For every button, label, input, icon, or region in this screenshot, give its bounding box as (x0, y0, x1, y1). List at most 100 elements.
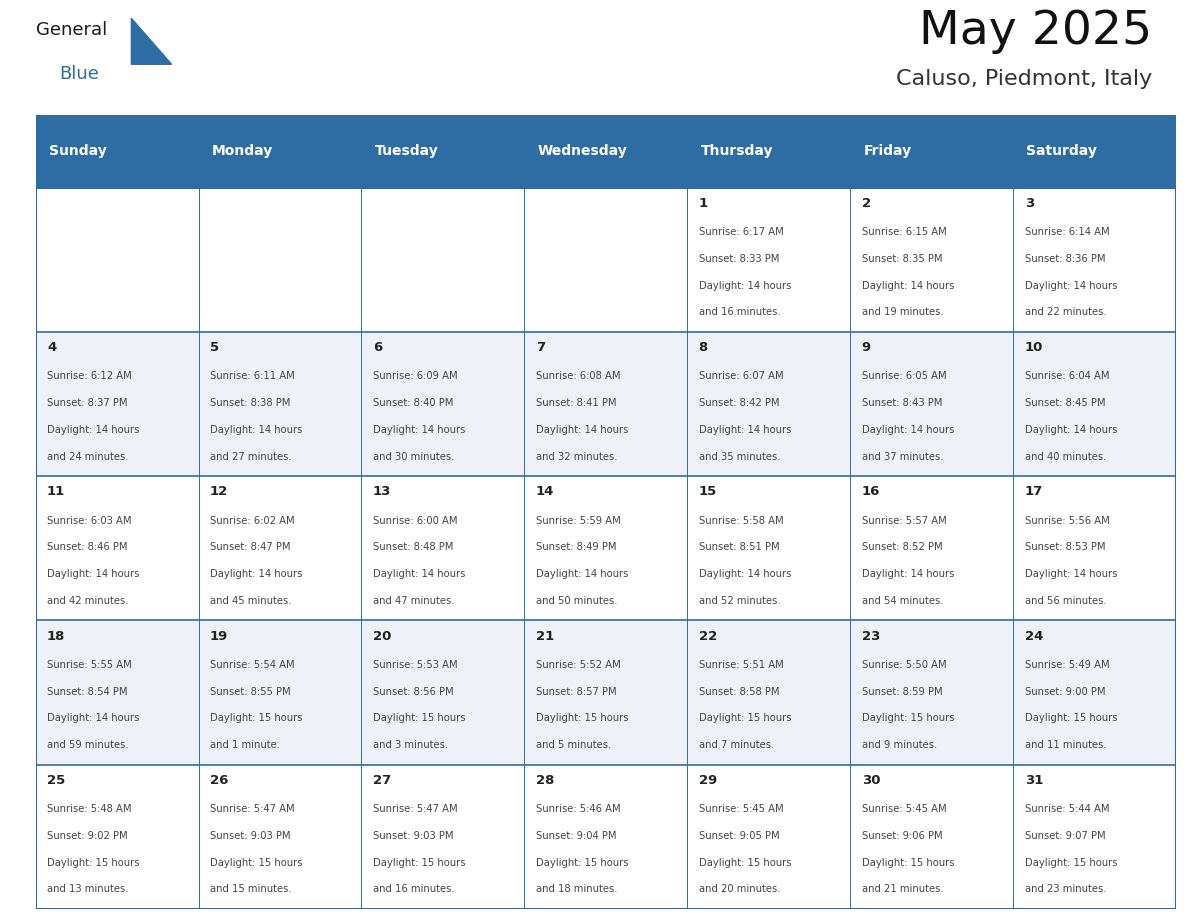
Bar (851, 476, 1013, 621)
Text: Sunset: 8:55 PM: Sunset: 8:55 PM (210, 687, 291, 697)
Bar (851, 621, 1013, 765)
Text: and 21 minutes.: and 21 minutes. (861, 884, 943, 894)
Bar (36, 115, 198, 187)
Text: Caluso, Piedmont, Italy: Caluso, Piedmont, Italy (896, 69, 1152, 89)
Text: and 9 minutes.: and 9 minutes. (861, 740, 937, 750)
Text: Daylight: 14 hours: Daylight: 14 hours (1024, 569, 1117, 579)
Text: Daylight: 14 hours: Daylight: 14 hours (699, 281, 791, 291)
Text: Sunset: 8:53 PM: Sunset: 8:53 PM (1024, 543, 1105, 553)
Bar (688, 765, 851, 909)
Text: Daylight: 14 hours: Daylight: 14 hours (699, 425, 791, 435)
Text: and 3 minutes.: and 3 minutes. (373, 740, 448, 750)
Text: and 42 minutes.: and 42 minutes. (48, 596, 128, 606)
Bar (524, 621, 688, 765)
Text: Sunrise: 6:04 AM: Sunrise: 6:04 AM (1024, 372, 1110, 382)
Text: and 16 minutes.: and 16 minutes. (699, 308, 781, 318)
Text: Sunset: 8:33 PM: Sunset: 8:33 PM (699, 254, 779, 264)
Bar (688, 331, 851, 476)
Text: Sunrise: 5:58 AM: Sunrise: 5:58 AM (699, 516, 783, 526)
Text: Sunrise: 5:47 AM: Sunrise: 5:47 AM (373, 804, 457, 814)
Text: and 7 minutes.: and 7 minutes. (699, 740, 775, 750)
Bar (36, 331, 198, 476)
Text: Sunset: 8:37 PM: Sunset: 8:37 PM (48, 398, 127, 409)
Text: 18: 18 (48, 630, 65, 643)
Bar (851, 765, 1013, 909)
Text: 16: 16 (861, 486, 880, 498)
Text: 14: 14 (536, 486, 554, 498)
Text: Sunset: 8:56 PM: Sunset: 8:56 PM (373, 687, 454, 697)
Text: and 1 minute.: and 1 minute. (210, 740, 280, 750)
Bar (524, 331, 688, 476)
Text: 12: 12 (210, 486, 228, 498)
Text: Sunrise: 5:52 AM: Sunrise: 5:52 AM (536, 660, 620, 670)
Text: Daylight: 15 hours: Daylight: 15 hours (699, 857, 791, 868)
Text: Daylight: 14 hours: Daylight: 14 hours (861, 425, 954, 435)
Text: 29: 29 (699, 774, 718, 787)
Text: Sunset: 8:45 PM: Sunset: 8:45 PM (1024, 398, 1105, 409)
Text: Daylight: 14 hours: Daylight: 14 hours (861, 569, 954, 579)
Text: Friday: Friday (864, 144, 911, 158)
Text: Sunset: 8:38 PM: Sunset: 8:38 PM (210, 398, 290, 409)
Text: Sunset: 8:46 PM: Sunset: 8:46 PM (48, 543, 127, 553)
Text: 1: 1 (699, 196, 708, 210)
Text: 9: 9 (861, 341, 871, 354)
Text: Sunset: 9:06 PM: Sunset: 9:06 PM (861, 831, 942, 841)
Text: and 47 minutes.: and 47 minutes. (373, 596, 454, 606)
Text: Sunrise: 5:50 AM: Sunrise: 5:50 AM (861, 660, 947, 670)
Text: Sunset: 8:54 PM: Sunset: 8:54 PM (48, 687, 127, 697)
Text: Daylight: 14 hours: Daylight: 14 hours (373, 425, 466, 435)
Text: 26: 26 (210, 774, 228, 787)
Text: Sunset: 9:07 PM: Sunset: 9:07 PM (1024, 831, 1105, 841)
Text: Sunrise: 6:17 AM: Sunrise: 6:17 AM (699, 228, 784, 237)
Text: Sunrise: 6:07 AM: Sunrise: 6:07 AM (699, 372, 783, 382)
Bar (198, 187, 361, 331)
Text: Daylight: 15 hours: Daylight: 15 hours (210, 713, 303, 723)
Text: Sunrise: 5:53 AM: Sunrise: 5:53 AM (373, 660, 457, 670)
Bar (198, 621, 361, 765)
Bar (361, 331, 524, 476)
Text: Sunset: 8:36 PM: Sunset: 8:36 PM (1024, 254, 1105, 264)
Bar (198, 115, 361, 187)
Text: Sunrise: 6:03 AM: Sunrise: 6:03 AM (48, 516, 132, 526)
Bar (361, 115, 524, 187)
Text: 10: 10 (1024, 341, 1043, 354)
Text: Daylight: 15 hours: Daylight: 15 hours (373, 857, 466, 868)
Bar (1013, 476, 1176, 621)
Text: 7: 7 (536, 341, 545, 354)
Text: Sunset: 8:59 PM: Sunset: 8:59 PM (861, 687, 942, 697)
Text: 5: 5 (210, 341, 219, 354)
Text: 22: 22 (699, 630, 718, 643)
Bar (688, 476, 851, 621)
Text: Sunset: 9:00 PM: Sunset: 9:00 PM (1024, 687, 1105, 697)
Text: Sunset: 9:03 PM: Sunset: 9:03 PM (373, 831, 454, 841)
Text: Sunrise: 6:05 AM: Sunrise: 6:05 AM (861, 372, 947, 382)
Text: and 16 minutes.: and 16 minutes. (373, 884, 455, 894)
Text: Daylight: 14 hours: Daylight: 14 hours (699, 569, 791, 579)
Text: 8: 8 (699, 341, 708, 354)
Text: Daylight: 14 hours: Daylight: 14 hours (48, 713, 139, 723)
Bar (1013, 331, 1176, 476)
Text: Sunrise: 5:56 AM: Sunrise: 5:56 AM (1024, 516, 1110, 526)
Text: Sunset: 9:02 PM: Sunset: 9:02 PM (48, 831, 127, 841)
Text: Sunset: 8:40 PM: Sunset: 8:40 PM (373, 398, 454, 409)
Text: Blue: Blue (58, 64, 99, 83)
Text: Daylight: 15 hours: Daylight: 15 hours (536, 713, 628, 723)
Text: Sunset: 8:52 PM: Sunset: 8:52 PM (861, 543, 942, 553)
Text: and 19 minutes.: and 19 minutes. (861, 308, 943, 318)
Text: Sunrise: 5:45 AM: Sunrise: 5:45 AM (699, 804, 783, 814)
Text: Sunrise: 6:02 AM: Sunrise: 6:02 AM (210, 516, 295, 526)
Text: Sunrise: 6:09 AM: Sunrise: 6:09 AM (373, 372, 457, 382)
Text: Daylight: 15 hours: Daylight: 15 hours (861, 857, 954, 868)
Text: Sunrise: 5:48 AM: Sunrise: 5:48 AM (48, 804, 132, 814)
Bar (524, 115, 688, 187)
Text: Sunrise: 5:59 AM: Sunrise: 5:59 AM (536, 516, 620, 526)
Text: Sunrise: 5:44 AM: Sunrise: 5:44 AM (1024, 804, 1110, 814)
Text: and 13 minutes.: and 13 minutes. (48, 884, 128, 894)
Text: 19: 19 (210, 630, 228, 643)
Text: and 40 minutes.: and 40 minutes. (1024, 452, 1106, 462)
Bar (851, 187, 1013, 331)
Bar (688, 187, 851, 331)
Text: 3: 3 (1024, 196, 1034, 210)
Text: Daylight: 14 hours: Daylight: 14 hours (536, 569, 628, 579)
Text: 13: 13 (373, 486, 391, 498)
